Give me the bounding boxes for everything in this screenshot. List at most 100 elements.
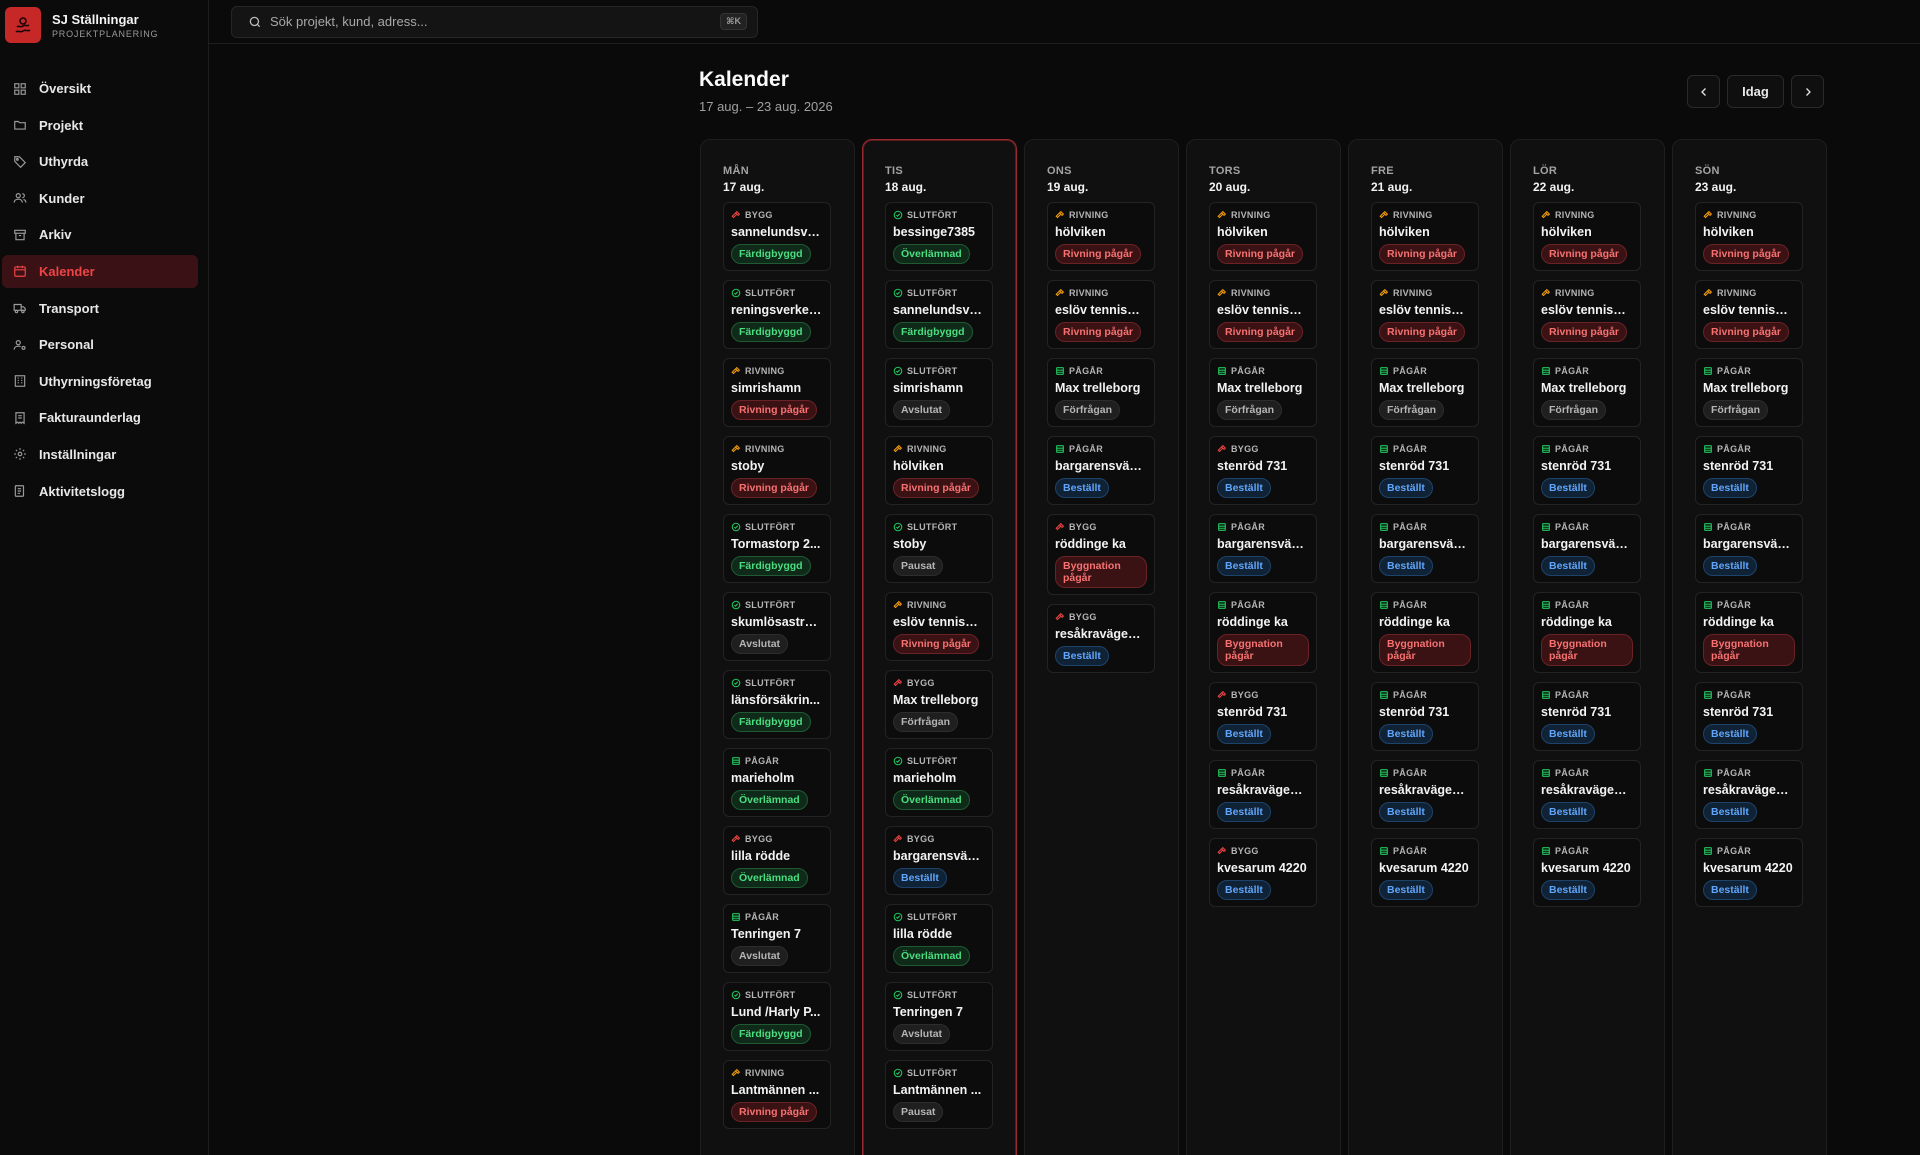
project-card[interactable]: PÅGÅR bargarensväg 2 Beställt [1371,514,1479,583]
project-card[interactable]: SLUTFÖRT Tenringen 7 Avslutat [885,982,993,1051]
project-type: RIVNING [731,444,823,454]
sidebar-item-översikt[interactable]: Översikt [2,72,198,105]
sidebar-item-inställningar[interactable]: Inställningar [2,438,198,471]
project-card[interactable]: RIVNING hölviken Rivning pågår [1533,202,1641,271]
sidebar-item-label: Uthyrningsföretag [39,373,152,389]
project-card[interactable]: SLUTFÖRT lilla rödde Överlämnad [885,904,993,973]
search-box[interactable]: ⌘K [231,5,758,38]
sidebar-item-kunder[interactable]: Kunder [2,182,198,215]
project-card[interactable]: PÅGÅR röddinge ka Byggnation pågår [1695,592,1803,673]
project-card[interactable]: RIVNING eslöv tennishall Rivning pågår [1047,280,1155,349]
project-card[interactable]: RIVNING eslöv tennishall Rivning pågår [1371,280,1479,349]
next-week-button[interactable] [1791,75,1824,108]
project-card[interactable]: PÅGÅR röddinge ka Byggnation pågår [1371,592,1479,673]
project-card[interactable]: RIVNING simrishamn Rivning pågår [723,358,831,427]
status-badge: Rivning pågår [1703,322,1790,342]
project-card[interactable]: PÅGÅR stenröd 731 Beställt [1533,436,1641,505]
project-name: kvesarum 4220 [1541,861,1631,875]
project-card[interactable]: SLUTFÖRT stoby Pausat [885,514,993,583]
project-card[interactable]: RIVNING eslöv tennishall Rivning pågår [1695,280,1803,349]
today-button[interactable]: Idag [1727,75,1784,108]
sidebar-item-arkiv[interactable]: Arkiv [2,218,198,251]
check-circle-icon [893,288,903,298]
sidebar-item-personal[interactable]: Personal [2,328,198,361]
project-card[interactable]: SLUTFÖRT simrishamn Avslutat [885,358,993,427]
project-card[interactable]: RIVNING Lantmännen ... Rivning pågår [723,1060,831,1129]
sidebar-item-uthyrningsföretag[interactable]: Uthyrningsföretag [2,365,198,398]
project-card[interactable]: SLUTFÖRT skumlösastrand Avslutat [723,592,831,661]
project-card[interactable]: PÅGÅR resåkravägen ... Beställt [1533,760,1641,829]
project-type: SLUTFÖRT [893,288,985,298]
search-input[interactable] [270,14,721,29]
project-card[interactable]: BYGG röddinge ka Byggnation pågår [1047,514,1155,595]
project-card[interactable]: RIVNING hölviken Rivning pågår [1695,202,1803,271]
project-card[interactable]: SLUTFÖRT Lantmännen ... Pausat [885,1060,993,1129]
project-type-label: RIVNING [1069,210,1109,220]
project-card[interactable]: BYGG sannelundsvä... Färdigbyggd [723,202,831,271]
project-card[interactable]: SLUTFÖRT reningsverket... Färdigbyggd [723,280,831,349]
project-card[interactable]: PÅGÅR stenröd 731 Beställt [1695,682,1803,751]
project-card[interactable]: RIVNING hölviken Rivning pågår [885,436,993,505]
project-card[interactable]: PÅGÅR röddinge ka Byggnation pågår [1209,592,1317,673]
project-name: stenröd 731 [1703,459,1774,473]
project-card[interactable]: PÅGÅR stenröd 731 Beställt [1533,682,1641,751]
sidebar-item-fakturaunderlag[interactable]: Fakturaunderlag [2,401,198,434]
project-card[interactable]: PÅGÅR resåkravägen ... Beställt [1695,760,1803,829]
project-card[interactable]: PÅGÅR bargarensväg 2 Beställt [1533,514,1641,583]
project-card[interactable]: RIVNING eslöv tennishall Rivning pågår [885,592,993,661]
project-card[interactable]: PÅGÅR bargarensväg 2 Beställt [1047,436,1155,505]
project-type-label: RIVNING [907,444,947,454]
project-card[interactable]: RIVNING eslöv tennishall Rivning pågår [1209,280,1317,349]
brand[interactable]: SJ Ställningar PROJEKTPLANERING [0,0,208,50]
sidebar-item-aktivitetslogg[interactable]: Aktivitetslogg [2,475,198,508]
project-card[interactable]: PÅGÅR resåkravägen ... Beställt [1209,760,1317,829]
project-card[interactable]: BYGG stenröd 731 Beställt [1209,436,1317,505]
check-circle-icon [731,600,741,610]
project-card[interactable]: SLUTFÖRT Tormastorp 2... Färdigbyggd [723,514,831,583]
project-card[interactable]: PÅGÅR marieholm Överlämnad [723,748,831,817]
project-card[interactable]: BYGG lilla rödde Överlämnad [723,826,831,895]
project-type-label: PÅGÅR [1555,366,1590,376]
project-card[interactable]: PÅGÅR Max trelleborg Förfrågan [1371,358,1479,427]
project-card[interactable]: BYGG kvesarum 4220 Beställt [1209,838,1317,907]
project-card[interactable]: PÅGÅR Max trelleborg Förfrågan [1533,358,1641,427]
prev-week-button[interactable] [1687,75,1720,108]
project-card[interactable]: RIVNING eslöv tennishall Rivning pågår [1533,280,1641,349]
sidebar-item-projekt[interactable]: Projekt [2,109,198,142]
sidebar-item-kalender[interactable]: Kalender [2,254,198,288]
project-card[interactable]: PÅGÅR Tenringen 7 Avslutat [723,904,831,973]
project-card[interactable]: BYGG Max trelleborg Förfrågan [885,670,993,739]
project-card[interactable]: PÅGÅR stenröd 731 Beställt [1371,682,1479,751]
project-card[interactable]: SLUTFÖRT bessinge7385 Överlämnad [885,202,993,271]
project-card[interactable]: BYGG bargarensväg 2 Beställt [885,826,993,895]
project-card[interactable]: SLUTFÖRT Lund /Harly P... Färdigbyggd [723,982,831,1051]
sidebar-item-label: Fakturaunderlag [39,410,141,426]
project-card[interactable]: PÅGÅR Max trelleborg Förfrågan [1047,358,1155,427]
project-card[interactable]: PÅGÅR bargarensväg 2 Beställt [1695,514,1803,583]
week-calendar: MÅN 17 aug. BYGG sannelundsvä... Färdigb… [700,139,1827,1155]
project-card[interactable]: SLUTFÖRT länsförsäkrin... Färdigbyggd [723,670,831,739]
project-card[interactable]: SLUTFÖRT marieholm Överlämnad [885,748,993,817]
project-card[interactable]: PÅGÅR kvesarum 4220 Beställt [1371,838,1479,907]
project-card[interactable]: PÅGÅR kvesarum 4220 Beställt [1695,838,1803,907]
project-card[interactable]: PÅGÅR röddinge ka Byggnation pågår [1533,592,1641,673]
sidebar-item-uthyrda[interactable]: Uthyrda [2,145,198,178]
project-card[interactable]: BYGG resåkravägen ... Beställt [1047,604,1155,673]
project-card[interactable]: RIVNING hölviken Rivning pågår [1371,202,1479,271]
project-name: eslöv tennishall [1217,303,1309,317]
sidebar-item-transport[interactable]: Transport [2,292,198,325]
project-card[interactable]: PÅGÅR stenröd 731 Beställt [1695,436,1803,505]
day-header: TORS 20 aug. [1209,140,1340,202]
project-card[interactable]: PÅGÅR Max trelleborg Förfrågan [1695,358,1803,427]
project-card[interactable]: SLUTFÖRT sannelundsvä... Färdigbyggd [885,280,993,349]
project-card[interactable]: PÅGÅR Max trelleborg Förfrågan [1209,358,1317,427]
project-card[interactable]: PÅGÅR stenröd 731 Beställt [1371,436,1479,505]
project-type: BYGG [1055,612,1147,622]
project-card[interactable]: PÅGÅR bargarensväg 2 Beställt [1209,514,1317,583]
project-card[interactable]: RIVNING stoby Rivning pågår [723,436,831,505]
project-card[interactable]: RIVNING hölviken Rivning pågår [1047,202,1155,271]
project-card[interactable]: BYGG stenröd 731 Beställt [1209,682,1317,751]
project-card[interactable]: PÅGÅR kvesarum 4220 Beställt [1533,838,1641,907]
project-card[interactable]: RIVNING hölviken Rivning pågår [1209,202,1317,271]
project-card[interactable]: PÅGÅR resåkravägen ... Beställt [1371,760,1479,829]
